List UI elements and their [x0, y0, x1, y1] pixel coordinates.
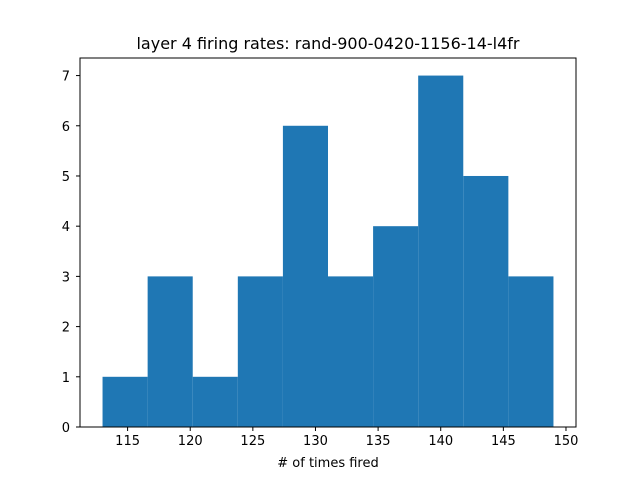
x-tick-label: 145 [491, 434, 516, 449]
bars-group [102, 75, 554, 428]
histogram-bar-4 [237, 276, 283, 427]
x-tick-label: 115 [115, 434, 140, 449]
x-tick-label: 125 [240, 434, 265, 449]
y-axis-ticks: 0 1 2 3 4 5 6 7 [62, 70, 80, 436]
x-axis-label: # of times fired [277, 456, 378, 471]
histogram-bar-6 [328, 276, 374, 427]
histogram-bar-9 [463, 175, 509, 427]
histogram-bar-1 [102, 376, 148, 427]
histogram-bar-10 [508, 276, 554, 427]
x-tick-label: 135 [366, 434, 391, 449]
y-tick-label: 2 [62, 321, 70, 336]
histogram-bar-2 [147, 276, 193, 427]
chart-title: layer 4 firing rates: rand-900-0420-1156… [136, 34, 519, 53]
y-tick-label: 7 [62, 70, 70, 85]
axes-frame [79, 57, 577, 428]
x-axis-ticks: 115 120 125 130 135 140 145 150 [115, 427, 578, 449]
x-tick-label: 150 [554, 434, 579, 449]
y-tick-label: 1 [62, 371, 70, 386]
histogram-bar-8 [418, 75, 464, 428]
y-tick-label: 6 [62, 120, 70, 135]
y-tick-label: 5 [62, 170, 70, 185]
histogram-bar-7 [373, 226, 419, 427]
histogram-bar-5 [282, 125, 328, 427]
x-tick-label: 140 [428, 434, 453, 449]
y-tick-label: 4 [62, 220, 70, 235]
x-tick-label: 120 [178, 434, 203, 449]
y-tick-label: 0 [62, 421, 70, 436]
x-tick-label: 130 [303, 434, 328, 449]
y-tick-label: 3 [62, 270, 70, 285]
histogram-bar-3 [192, 376, 238, 427]
